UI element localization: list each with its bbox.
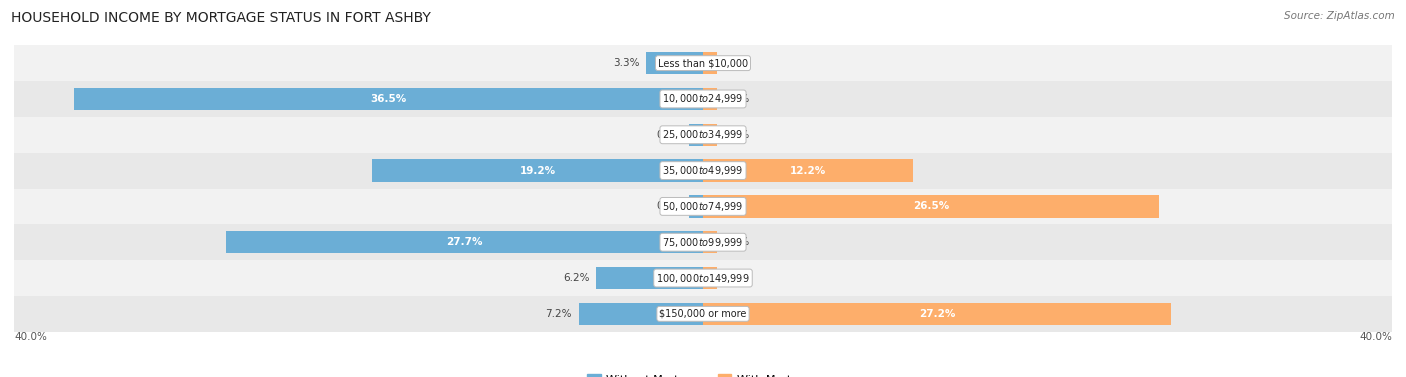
Bar xyxy=(579,303,703,325)
Bar xyxy=(14,153,1392,188)
Text: 0.0%: 0.0% xyxy=(724,58,749,68)
Text: 36.5%: 36.5% xyxy=(371,94,406,104)
Text: 27.2%: 27.2% xyxy=(920,309,956,319)
Text: 40.0%: 40.0% xyxy=(14,332,46,342)
Text: $100,000 to $149,999: $100,000 to $149,999 xyxy=(657,271,749,285)
Bar xyxy=(596,267,703,289)
Bar xyxy=(703,267,717,289)
Bar xyxy=(226,231,703,253)
Bar xyxy=(703,159,912,182)
Bar xyxy=(689,124,703,146)
Bar xyxy=(14,224,1392,260)
Text: $150,000 or more: $150,000 or more xyxy=(659,309,747,319)
Text: $35,000 to $49,999: $35,000 to $49,999 xyxy=(662,164,744,177)
Text: 0.0%: 0.0% xyxy=(657,130,682,140)
Bar xyxy=(14,260,1392,296)
Bar xyxy=(75,88,703,110)
Text: 0.0%: 0.0% xyxy=(724,237,749,247)
Text: $25,000 to $34,999: $25,000 to $34,999 xyxy=(662,128,744,141)
Text: 26.5%: 26.5% xyxy=(912,201,949,211)
Text: 0.0%: 0.0% xyxy=(724,273,749,283)
Bar xyxy=(647,52,703,74)
Bar xyxy=(703,52,717,74)
Bar xyxy=(703,231,717,253)
Text: 0.0%: 0.0% xyxy=(724,130,749,140)
Bar xyxy=(14,45,1392,81)
Bar xyxy=(14,117,1392,153)
Text: 6.2%: 6.2% xyxy=(562,273,589,283)
Text: 7.2%: 7.2% xyxy=(546,309,572,319)
Text: HOUSEHOLD INCOME BY MORTGAGE STATUS IN FORT ASHBY: HOUSEHOLD INCOME BY MORTGAGE STATUS IN F… xyxy=(11,11,432,25)
Legend: Without Mortgage, With Mortgage: Without Mortgage, With Mortgage xyxy=(582,370,824,377)
Text: $75,000 to $99,999: $75,000 to $99,999 xyxy=(662,236,744,249)
Bar xyxy=(373,159,703,182)
Bar xyxy=(703,88,717,110)
Bar xyxy=(14,188,1392,224)
Text: Less than $10,000: Less than $10,000 xyxy=(658,58,748,68)
Text: 40.0%: 40.0% xyxy=(1360,332,1392,342)
Bar xyxy=(14,81,1392,117)
Bar xyxy=(689,195,703,218)
Text: 3.3%: 3.3% xyxy=(613,58,640,68)
Bar xyxy=(703,124,717,146)
Text: 27.7%: 27.7% xyxy=(446,237,482,247)
Text: $50,000 to $74,999: $50,000 to $74,999 xyxy=(662,200,744,213)
Text: $10,000 to $24,999: $10,000 to $24,999 xyxy=(662,92,744,106)
Bar xyxy=(14,296,1392,332)
Text: 19.2%: 19.2% xyxy=(520,166,555,176)
Text: 0.0%: 0.0% xyxy=(657,201,682,211)
Text: 12.2%: 12.2% xyxy=(790,166,827,176)
Bar xyxy=(703,303,1171,325)
Bar xyxy=(703,195,1160,218)
Text: Source: ZipAtlas.com: Source: ZipAtlas.com xyxy=(1284,11,1395,21)
Text: 0.0%: 0.0% xyxy=(724,94,749,104)
